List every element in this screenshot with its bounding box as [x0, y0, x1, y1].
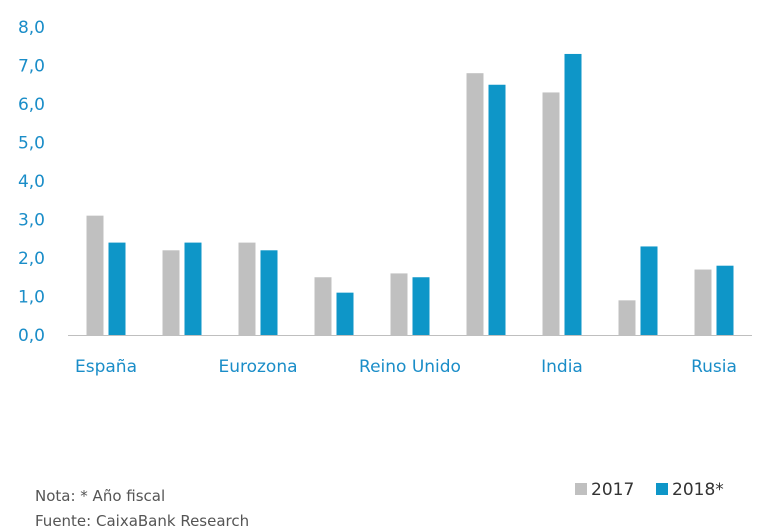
y-tick-label: 3,0: [18, 211, 45, 231]
legend-label: 2018*: [672, 480, 724, 500]
y-tick-label: 8,0: [18, 18, 45, 38]
footnote: Nota: * Año fiscal: [35, 487, 166, 505]
y-tick-label: 5,0: [18, 134, 45, 154]
bar-2017-3: [314, 277, 332, 335]
bars: [86, 53, 734, 335]
source-note: Fuente: CaixaBank Research: [35, 512, 250, 530]
bar-2017-2: [238, 242, 256, 335]
bar-2017-5: [466, 73, 484, 335]
x-axis-labels: España Eurozona Reino Unido India Rusia: [75, 357, 737, 377]
legend-swatch: [575, 483, 587, 495]
x-category-label: España: [75, 357, 137, 377]
bar-2018-0: [108, 242, 126, 335]
bar-2017-6: [542, 92, 560, 335]
x-category-label: Reino Unido: [359, 357, 461, 377]
x-category-label: Eurozona: [218, 357, 297, 377]
y-tick-label: 1,0: [18, 288, 45, 308]
bar-2018-2: [260, 250, 278, 335]
y-axis: 0,0 1,0 2,0 3,0 4,0 5,0 6,0 7,0 8,0: [18, 18, 752, 346]
bar-2017-8: [694, 269, 712, 335]
bar-2018-7: [640, 246, 658, 335]
bar-2018-6: [564, 53, 582, 335]
bar-2017-4: [390, 273, 408, 335]
bar-2018-4: [412, 277, 430, 335]
y-tick-label: 6,0: [18, 95, 45, 115]
y-tick-label: 4,0: [18, 172, 45, 192]
legend: 2017 2018*: [575, 480, 724, 500]
legend-swatch: [656, 483, 668, 495]
x-category-label: Rusia: [691, 357, 737, 377]
bar-2018-5: [488, 84, 506, 335]
bar-2017-1: [162, 250, 180, 335]
bar-2018-8: [716, 265, 734, 335]
y-tick-label: 2,0: [18, 249, 45, 269]
y-tick-label: 0,0: [18, 326, 45, 346]
legend-label: 2017: [591, 480, 634, 500]
y-tick-label: 7,0: [18, 57, 45, 77]
bar-2018-3: [336, 292, 354, 335]
bar-2017-0: [86, 215, 104, 335]
x-category-label: India: [541, 357, 583, 377]
bar-2017-7: [618, 300, 636, 335]
bar-2018-1: [184, 242, 202, 335]
